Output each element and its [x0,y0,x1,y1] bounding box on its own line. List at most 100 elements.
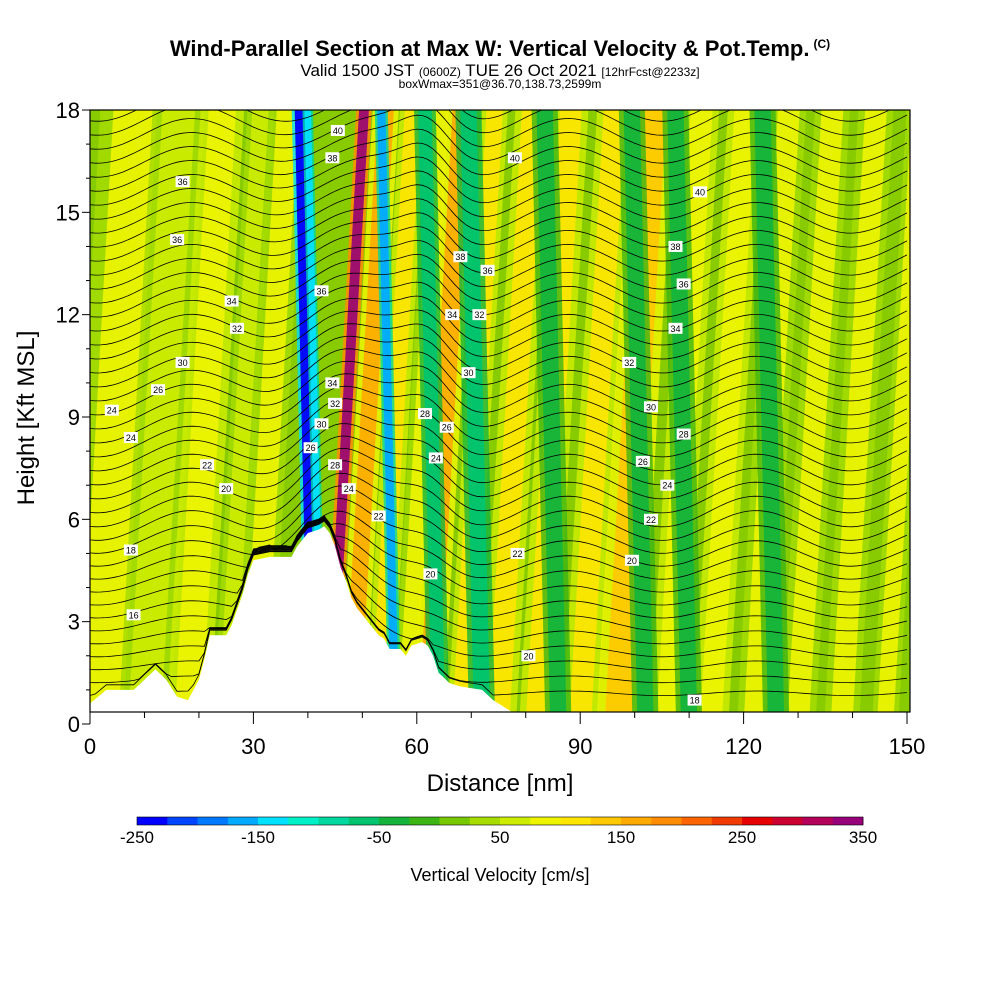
isentrope-label-text: 26 [153,385,163,395]
isentrope-label-text: 24 [662,481,672,491]
isentrope-label: 38 [668,240,683,252]
isentrope-line [90,267,908,318]
isentrope-label-box [303,442,318,454]
isentrope-label-text: 28 [420,409,430,419]
isentrope-label-text: 30 [464,368,474,378]
isentrope-line [90,498,908,567]
isentrope-label-text: 24 [344,484,354,494]
downdraft-band [536,110,567,712]
isentrope-label-text: 22 [646,515,656,525]
x-tick-label: 0 [84,734,96,759]
isentrope-label-box [676,278,691,290]
colorbar-swatch [197,817,229,825]
isentrope-label: 24 [428,452,443,464]
isentrope-label-box [175,176,190,188]
colorbar-swatch [560,817,592,825]
isentrope-line [90,281,908,332]
isentrope-label: 38 [453,251,468,263]
isentrope-label-box [123,431,138,443]
isentrope-label-box [230,322,245,334]
colorbar-swatch [500,817,531,825]
isentrope-label-text: 34 [327,378,337,388]
isentrope-label: 36 [170,234,185,246]
isentrope-label-box [341,483,356,495]
isentrope-label-text: 36 [316,286,326,296]
isentrope-line [90,323,908,374]
isentrope-label-box [126,609,141,621]
isentrope-label-box [668,240,683,252]
isentrope-line [90,309,908,360]
isentrope-label-box [330,124,345,136]
isentrope-label: 30 [461,367,476,379]
colorbar-tick-label: -150 [241,828,275,847]
isentrope-label: 20 [624,554,639,566]
isentrope-label-text: 34 [671,324,681,334]
isentrope-label: 36 [314,285,329,297]
isentrope-label: 24 [660,479,675,491]
isentrope-line [90,435,908,500]
isentrope-label-box [371,510,386,522]
isentrope-line [90,128,908,178]
colorbar-swatch [802,817,834,825]
isentrope-label-text: 36 [172,235,182,245]
colorbar-tick-label: -250 [120,828,154,847]
isentrope-label-box [480,264,495,276]
isentrope-label-box [521,650,536,662]
isentrope-label-box [104,404,119,416]
box-max-info: boxWmax=351@36.70,138.73,2599m [398,77,602,91]
isentrope-label-box [200,459,215,471]
isentrope-label-text: 32 [474,310,484,320]
isentrope-label-text: 18 [690,696,700,706]
velocity-field [90,110,910,712]
valid-utc: (0600Z) [418,65,461,79]
x-tick-label: 90 [568,734,592,759]
isentrope-line [90,398,908,458]
y-tick-label: 12 [56,303,80,328]
isentrope-label-text: 38 [327,153,337,163]
isentrope-label: 32 [230,322,245,334]
colorbar-swatch [530,817,561,825]
isentrope-label: 26 [151,384,166,396]
isentrope-label-text: 40 [510,153,520,163]
isentrope-label-text: 34 [447,310,457,320]
isentrope-label: 32 [622,356,637,368]
isentrope-line [90,156,908,206]
isentrope-line [90,348,908,402]
isentrope-label-box [622,356,637,368]
isentrope-label-box [325,152,340,164]
isentrope-label-box [123,544,138,556]
chart-title: Wind-Parallel Section at Max W: Vertical… [0,36,1000,62]
colorbar-tick-label: 50 [491,828,510,847]
isentrope-label-box [224,295,239,307]
isentrope-label-box [635,455,650,467]
downdraft-band [754,110,785,712]
x-tick-label: 150 [889,734,926,759]
isentrope-label-box [687,694,702,706]
isentrope-label-box [417,408,432,420]
updraft-band [569,110,626,712]
valid-date: TUE 26 Oct 2021 [465,61,597,80]
isentrope-line [90,410,908,472]
colorbar-swatch [469,817,501,825]
isentrope-label-text: 40 [695,187,705,197]
isentrope-label-box [428,452,443,464]
updraft-band [700,110,757,712]
isentrope-label-box [668,322,683,334]
colorbar-swatch [651,817,682,825]
isentrope-label-text: 28 [330,460,340,470]
isentrope-label: 18 [123,544,138,556]
isentrope-label-box [328,397,343,409]
isentrope-label-text: 20 [523,651,533,661]
isentrope-label-box [693,186,708,198]
isentrope-label-box [461,367,476,379]
isentrope-label: 40 [693,186,708,198]
isentrope-label: 20 [423,568,438,580]
colorbar-swatch [318,817,350,825]
y-axis: 0 3 6 9 12 15 18 [56,98,90,737]
isentrope-line [90,520,908,696]
isentrope-label-text: 22 [202,460,212,470]
x-tick-label: 60 [405,734,429,759]
isentrope-label: 36 [175,176,190,188]
isentrope-label: 24 [123,431,138,443]
isentrope-line [90,360,908,416]
